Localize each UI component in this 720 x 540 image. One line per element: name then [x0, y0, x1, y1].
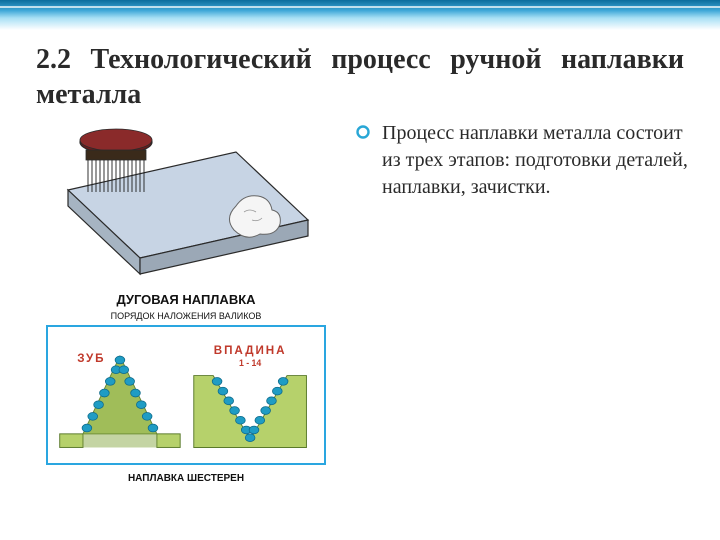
fig2-caption: НАПЛАВКА ШЕСТЕРЕН: [128, 473, 244, 484]
fig2-right-label: ВПАДИНА: [214, 344, 287, 357]
content-area: ДУГОВАЯ НАПЛАВКА ПОРЯДОК НАЛОЖЕНИЯ ВАЛИК…: [36, 120, 692, 520]
top-accent-border: [0, 0, 720, 30]
fig2-subtitle: ПОРЯДОК НАЛОЖЕНИЯ ВАЛИКОВ: [111, 311, 262, 321]
bullet-item: Процесс наплавки металла состоит из трех…: [356, 120, 692, 201]
fig2-title: ДУГОВАЯ НАПЛАВКА: [116, 292, 255, 307]
bullet-text: Процесс наплавки металла состоит из трех…: [382, 120, 692, 201]
bullet-marker-icon: [356, 125, 370, 139]
fig2-diagram: ЗУБ: [46, 325, 326, 465]
figure-arc-surfacing: ДУГОВАЯ НАПЛАВКА ПОРЯДОК НАЛОЖЕНИЯ ВАЛИК…: [36, 292, 336, 484]
fig2-left-label: ЗУБ: [77, 352, 105, 365]
slide-title: 2.2 Технологический процесс ручной напла…: [36, 42, 684, 112]
figure-prep-plate: [46, 120, 316, 280]
left-column: ДУГОВАЯ НАПЛАВКА ПОРЯДОК НАЛОЖЕНИЯ ВАЛИК…: [36, 120, 336, 520]
right-column: Процесс наплавки металла состоит из трех…: [356, 120, 692, 520]
fig2-right-sub: 1 - 14: [239, 358, 261, 368]
